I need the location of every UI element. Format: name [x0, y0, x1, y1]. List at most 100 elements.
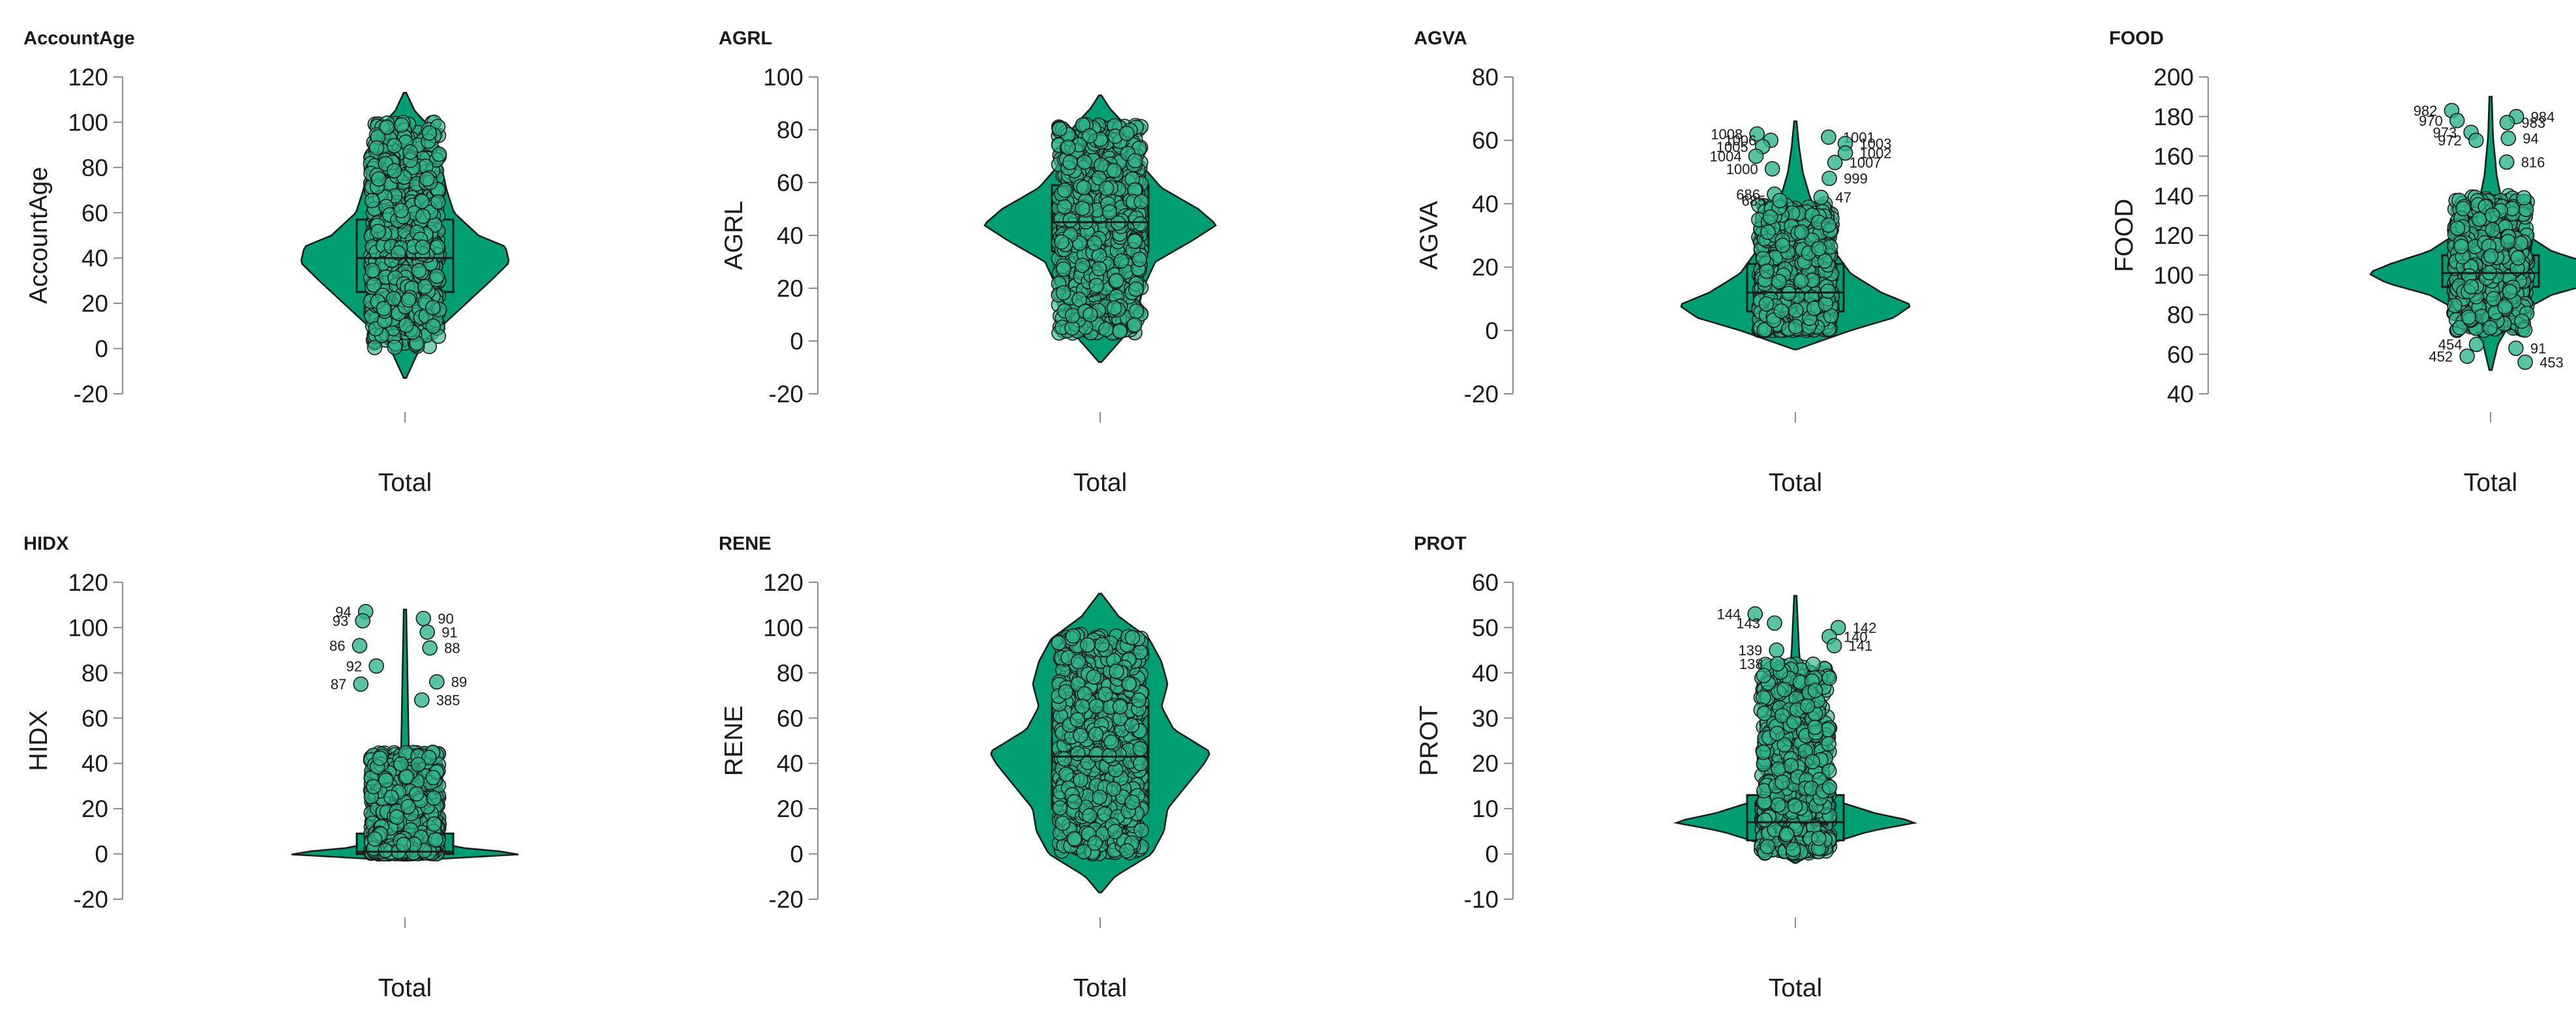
data-point — [425, 769, 442, 786]
data-point — [2483, 248, 2499, 264]
x-axis-label: Total — [1073, 974, 1127, 1002]
data-point — [398, 317, 414, 333]
data-point — [1109, 273, 1124, 289]
data-point — [2513, 235, 2529, 251]
y-tick-label: 120 — [68, 64, 108, 91]
data-point — [1760, 224, 1776, 240]
data-point — [2455, 201, 2471, 216]
data-point — [1077, 154, 1092, 170]
data-point — [1098, 180, 1115, 196]
y-tick-label: 60 — [82, 200, 108, 226]
y-tick-label: 120 — [2153, 222, 2194, 249]
data-point — [1773, 303, 1790, 319]
outlier-label: 86 — [329, 638, 345, 654]
y-tick-label: 20 — [82, 290, 108, 317]
outlier-point — [1813, 189, 1829, 205]
y-tick-label: 20 — [82, 796, 108, 822]
y-tick-label: 120 — [68, 569, 108, 596]
panel-title: AccountAge — [23, 28, 135, 49]
data-point — [431, 146, 447, 162]
data-point — [2463, 278, 2479, 295]
y-tick-label: 60 — [82, 705, 108, 732]
y-tick-label: 0 — [95, 336, 108, 363]
panel-title: HIDX — [23, 533, 69, 554]
data-point — [1128, 281, 1144, 297]
data-point — [1755, 250, 1771, 267]
data-point — [1131, 251, 1148, 267]
outlier-label: 94 — [2523, 130, 2538, 147]
data-point — [1112, 323, 1128, 339]
outlier-label: 91 — [442, 624, 457, 640]
data-point — [1771, 274, 1787, 290]
y-tick-label: 40 — [1472, 190, 1499, 217]
data-point — [1060, 140, 1076, 155]
data-point — [370, 171, 387, 187]
y-tick-label: 40 — [2167, 381, 2194, 408]
data-point — [364, 192, 380, 209]
data-point — [2471, 211, 2487, 228]
y-tick-label: 100 — [68, 614, 108, 641]
data-point — [411, 263, 427, 279]
jitter-points — [363, 114, 447, 355]
y-tick-label: -20 — [1464, 381, 1499, 408]
data-point — [409, 786, 425, 802]
data-point — [395, 837, 412, 852]
data-point — [1127, 153, 1143, 169]
data-point — [2449, 220, 2466, 236]
data-point — [1088, 277, 1105, 293]
data-point — [365, 262, 381, 278]
data-point — [1811, 241, 1827, 257]
data-point — [1758, 296, 1775, 312]
outlier-label: 999 — [1844, 171, 1868, 187]
y-tick-label: 100 — [763, 614, 803, 641]
data-point — [400, 292, 417, 308]
data-point — [1056, 182, 1073, 198]
data-point — [400, 799, 416, 814]
outlier-label: 385 — [436, 692, 460, 709]
y-tick-label: 100 — [2153, 262, 2194, 289]
data-point — [1054, 234, 1070, 250]
outlier-point — [2508, 340, 2524, 356]
outlier-point — [2499, 115, 2515, 130]
data-point — [1074, 258, 1090, 273]
jitter-points — [363, 744, 447, 862]
outlier-label: 685 — [1741, 193, 1765, 209]
x-axis-label: Total — [2464, 469, 2517, 497]
y-tick-label: 40 — [82, 245, 108, 272]
data-point — [365, 779, 382, 795]
outlier-label: 1000 — [1726, 161, 1758, 177]
y-tick-label: 120 — [763, 569, 803, 596]
data-point — [1126, 317, 1143, 333]
data-point — [378, 842, 393, 859]
y-axis-label: HIDX — [25, 710, 53, 771]
outlier-point — [355, 613, 371, 629]
y-axis-label: RENE — [720, 706, 748, 776]
data-point — [1098, 321, 1114, 338]
data-point — [1074, 200, 1090, 216]
y-tick-label: 80 — [777, 660, 803, 687]
data-point — [2453, 239, 2470, 254]
data-point — [2500, 233, 2516, 250]
y-tick-label: 60 — [2167, 341, 2194, 368]
data-point — [1076, 179, 1092, 196]
outlier-point — [1827, 155, 1843, 170]
data-point — [1093, 157, 1109, 173]
outlier-point — [2498, 154, 2515, 170]
data-point — [2485, 222, 2500, 238]
data-point — [1762, 209, 1778, 225]
y-axis-label: AGRL — [720, 201, 748, 270]
y-tick-label: 20 — [777, 275, 803, 302]
outlier-point — [1821, 129, 1836, 145]
data-point — [385, 290, 402, 306]
data-point — [414, 194, 430, 209]
y-tick-label: 80 — [82, 155, 108, 181]
data-point — [2482, 320, 2498, 336]
data-point — [1062, 212, 1078, 228]
data-point — [390, 245, 406, 261]
data-point — [417, 278, 433, 295]
data-point — [1788, 303, 1804, 318]
y-tick-label: 40 — [777, 222, 803, 249]
y-tick-label: 80 — [2167, 302, 2194, 329]
data-point — [426, 816, 442, 832]
outlier-point — [1764, 161, 1780, 177]
